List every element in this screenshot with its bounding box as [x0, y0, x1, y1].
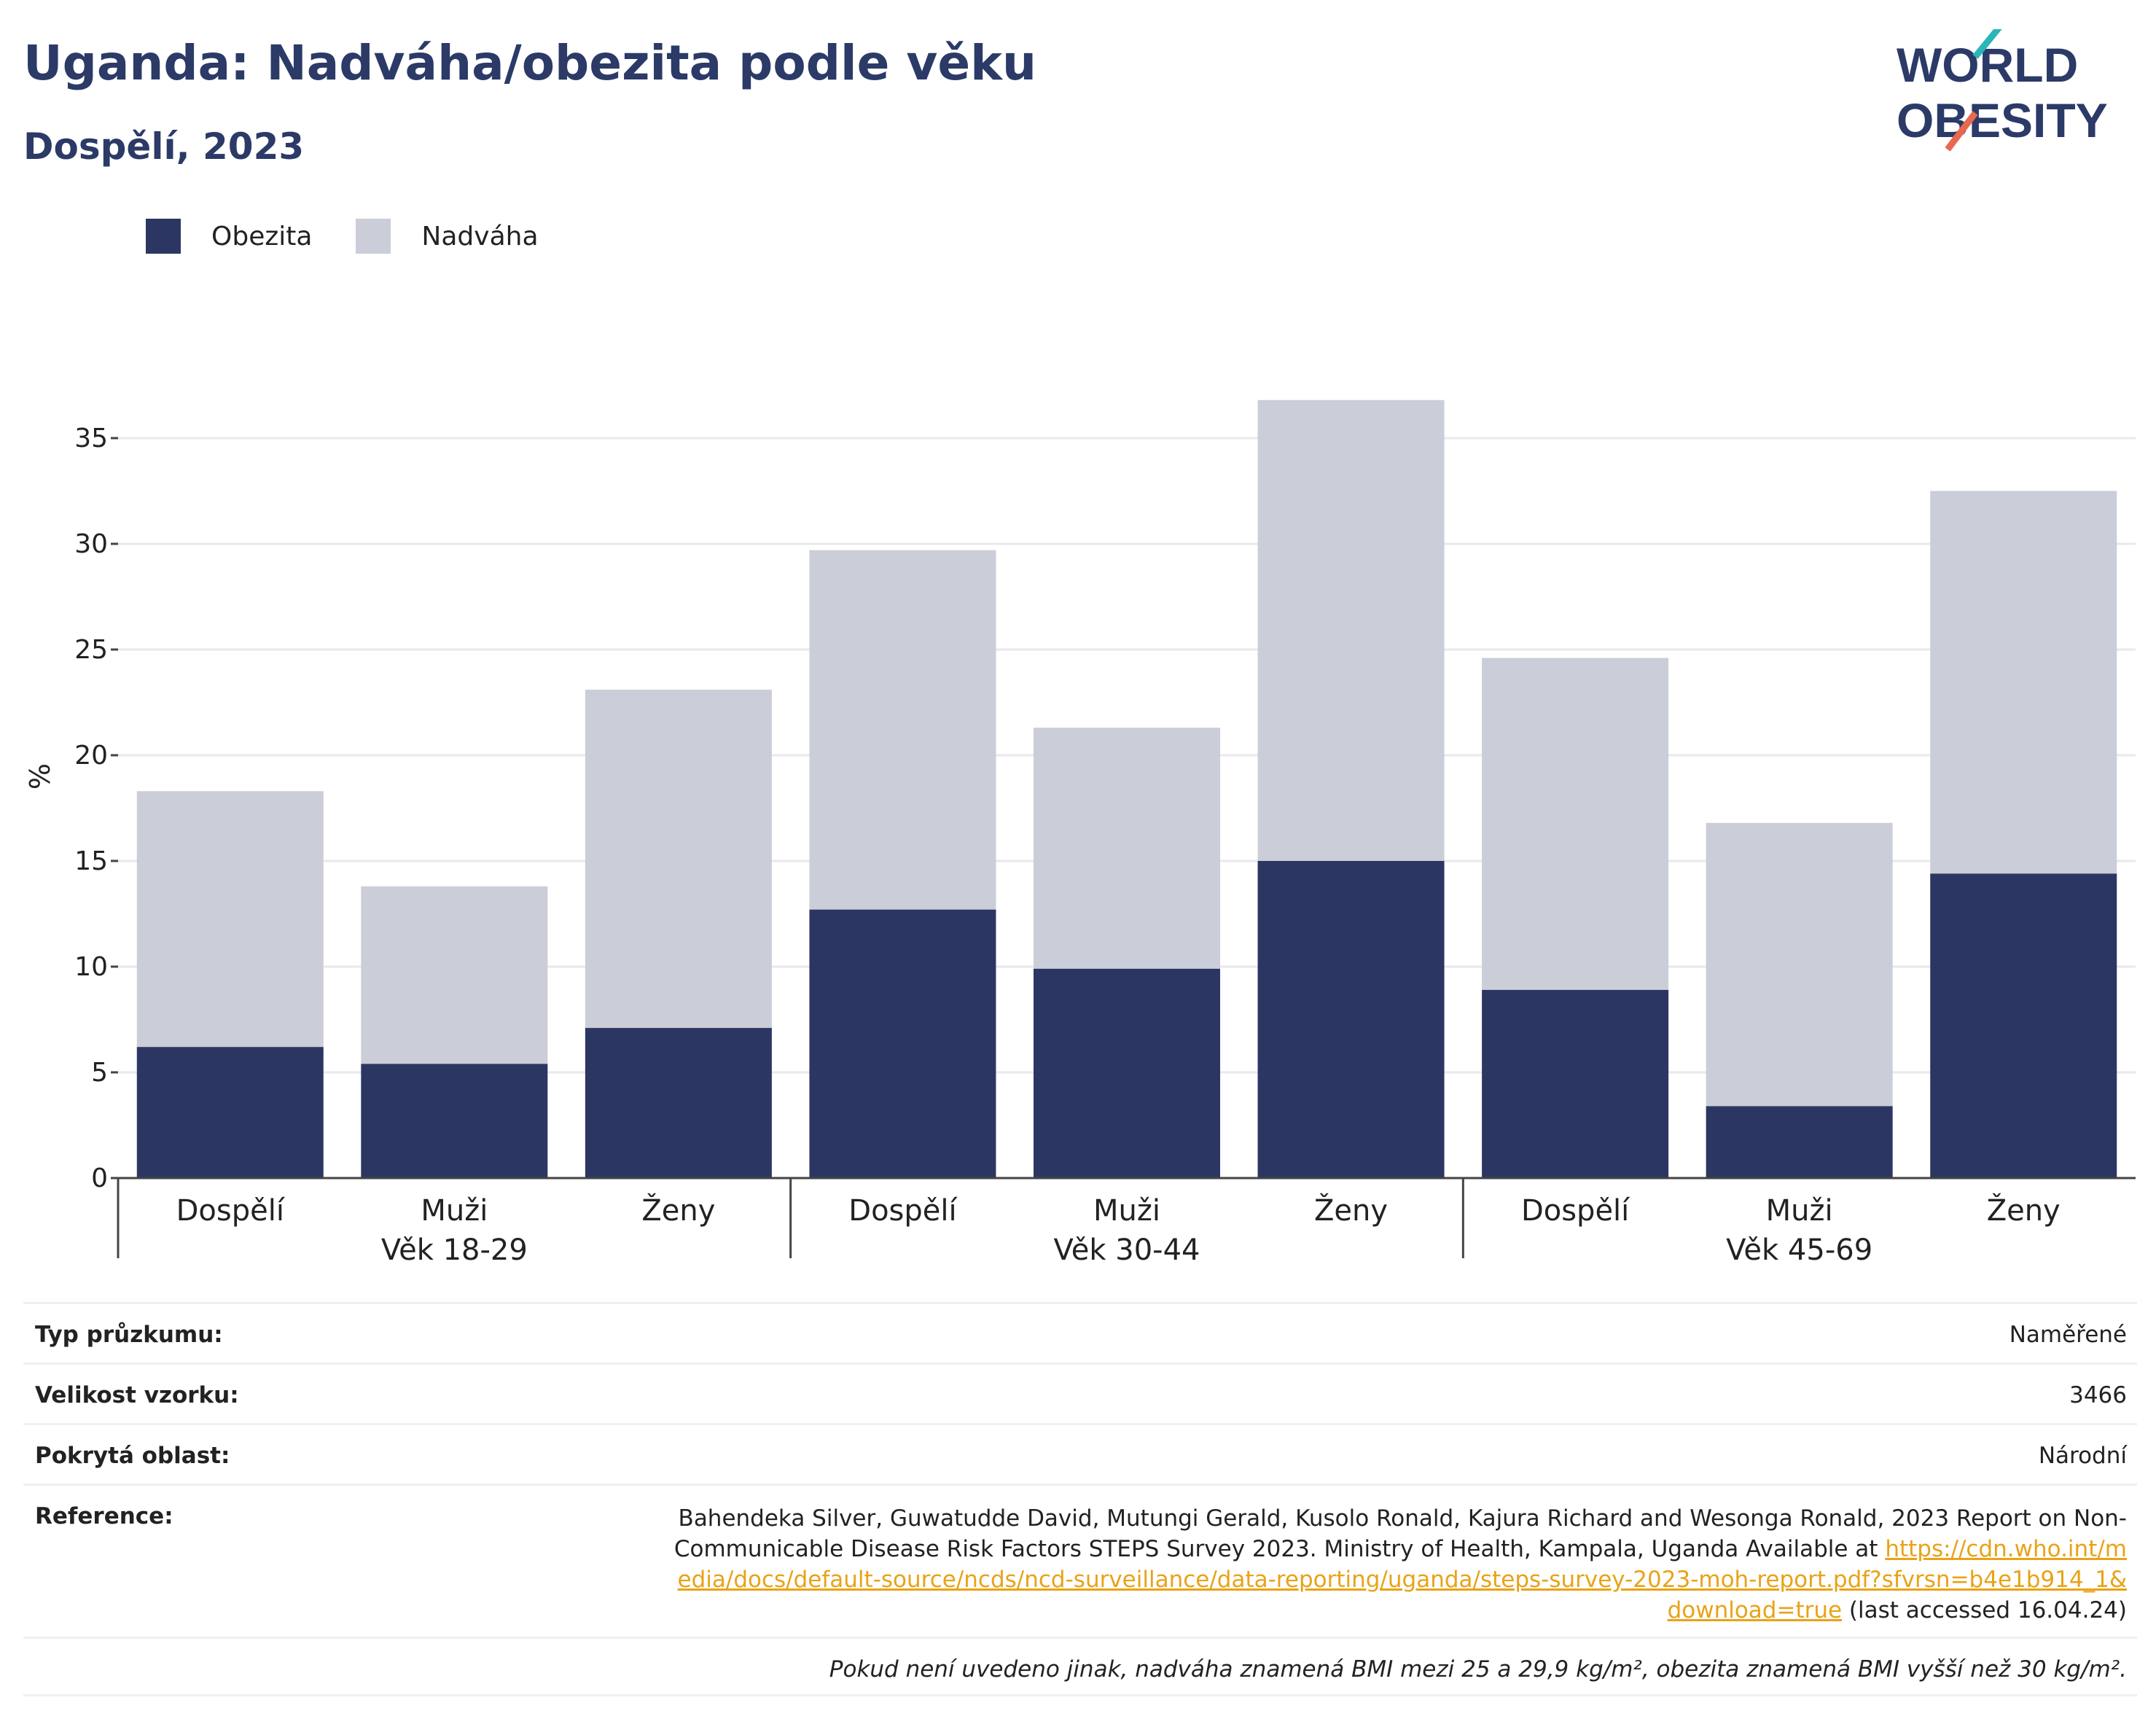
legend-label-overweight: Nadváha	[421, 221, 539, 252]
x-tick-label: Dospělí	[848, 1194, 958, 1228]
area-value: Národní	[2038, 1443, 2127, 1469]
group-label: Věk 45-69	[1726, 1233, 1872, 1267]
sample-size-label: Velikost vzorku:	[35, 1382, 239, 1408]
bar-overweight	[1482, 658, 1669, 990]
x-tick-label: Muži	[1766, 1194, 1833, 1228]
bar-obesity	[1482, 989, 1669, 1178]
logo-accent-teal	[1972, 29, 2002, 59]
info-row-reference: Reference: Bahendeka Silver, Guwatudde D…	[23, 1483, 2137, 1637]
logo-line2: OBESITY	[1897, 93, 2108, 147]
reference-label: Reference:	[35, 1503, 173, 1529]
chart-subtitle: Dospělí, 2023	[23, 125, 305, 168]
reference-link[interactable]: https://cdn.who.int/media/docs/default-s…	[677, 1536, 2127, 1623]
info-row-area: Pokrytá oblast: Národní	[23, 1423, 2137, 1483]
bar-obesity	[1257, 861, 1445, 1178]
info-row-note: Pokud není uvedeno jinak, nadváha znamen…	[23, 1637, 2137, 1696]
y-tick-label: 35	[74, 424, 108, 453]
definition-note: Pokud není uvedeno jinak, nadváha znamen…	[829, 1656, 2127, 1683]
bar-obesity	[809, 909, 996, 1178]
y-tick-label: 5	[91, 1058, 108, 1088]
legend-item-obesity[interactable]: Obezita	[146, 219, 312, 254]
area-label: Pokrytá oblast:	[35, 1443, 230, 1469]
sample-size-value: 3466	[2069, 1382, 2127, 1408]
world-obesity-logo: WORLD OBESITY	[1897, 29, 2108, 152]
chart-legend: Obezita Nadváha	[146, 217, 582, 255]
bar-obesity	[1706, 1106, 1893, 1178]
bar-overweight	[1706, 822, 1893, 1107]
group-label: Věk 18-29	[381, 1233, 528, 1267]
group-label: Věk 30-44	[1054, 1233, 1200, 1267]
y-tick-label: 10	[74, 952, 108, 982]
bar-overweight	[1257, 399, 1445, 861]
survey-type-value: Naměřené	[2009, 1322, 2127, 1348]
legend-item-overweight[interactable]: Nadváha	[356, 219, 539, 254]
x-tick-label: Ženy	[1314, 1193, 1388, 1228]
bar-overweight	[809, 550, 996, 910]
x-tick-label: Ženy	[641, 1193, 715, 1228]
x-tick-label: Dospělí	[176, 1194, 286, 1228]
bar-overweight	[1034, 728, 1220, 969]
chart-title: Uganda: Nadváha/obezita podle věku	[23, 35, 1037, 91]
info-row-sample-size: Velikost vzorku: 3466	[23, 1362, 2137, 1423]
survey-info-table: Typ průzkumu: Naměřené Velikost vzorku: …	[23, 1302, 2137, 1696]
bar-overweight	[136, 791, 324, 1048]
bar-overweight	[585, 690, 772, 1029]
y-tick-label: 20	[74, 741, 108, 771]
x-tick-label: Muži	[1093, 1194, 1160, 1228]
bar-obesity	[361, 1064, 548, 1178]
y-axis-label: %	[24, 763, 56, 789]
legend-label-obesity: Obezita	[211, 221, 313, 252]
bar-obesity	[136, 1047, 324, 1178]
x-tick-label: Dospělí	[1521, 1194, 1630, 1228]
info-row-survey-type: Typ průzkumu: Naměřené	[23, 1302, 2137, 1362]
x-tick-label: Muži	[421, 1194, 488, 1228]
reference-suffix: (last accessed 16.04.24)	[1842, 1597, 2127, 1623]
reference-text-block: Bahendeka Silver, Guwatudde David, Mutun…	[669, 1503, 2137, 1637]
logo-accent-coral	[1945, 111, 1978, 152]
y-tick-label: 25	[74, 635, 108, 665]
bar-overweight	[361, 886, 548, 1064]
y-tick-label: 15	[74, 846, 108, 876]
bar-obesity	[1930, 873, 2117, 1178]
survey-type-label: Typ průzkumu:	[35, 1322, 223, 1348]
reference-text: Bahendeka Silver, Guwatudde David, Mutun…	[673, 1505, 2127, 1562]
y-tick-label: 30	[74, 529, 108, 559]
stacked-bar-chart: 0 5 10 15 20 25 30 35% Dospělí Muži Ženy Dospělí Muž…	[24, 399, 2136, 1267]
x-tick-label: Ženy	[1987, 1193, 2061, 1228]
y-tick-label: 0	[91, 1163, 108, 1193]
bar-obesity	[585, 1028, 772, 1178]
bar-obesity	[1034, 968, 1220, 1178]
legend-swatch-overweight	[356, 219, 391, 254]
legend-swatch-obesity	[146, 219, 181, 254]
bar-overweight	[1930, 491, 2117, 874]
